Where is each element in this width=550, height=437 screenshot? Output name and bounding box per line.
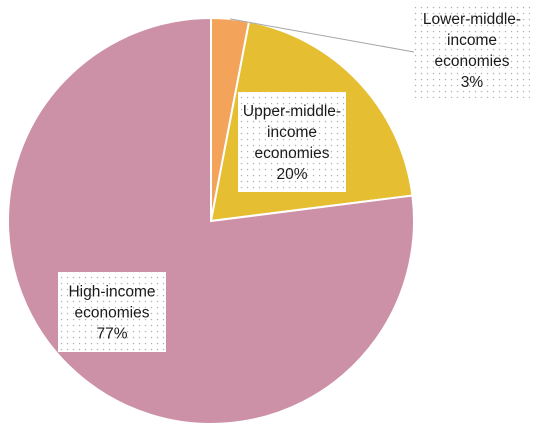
data-label-line: economies [75,305,150,322]
data-label-0: Lower-middle-income economies 3% [414,2,530,98]
leader-line [230,18,415,53]
pie-slices [7,16,415,425]
data-label-box [58,272,166,352]
data-label-line: Lower-middle- [423,11,521,28]
data-label-line: income [267,124,317,141]
data-label-line: High-income [68,284,155,301]
data-label-line: Upper-middle- [243,103,341,120]
data-label-line: 20% [276,166,307,183]
data-label-1: Upper-middle-income economies 20% [238,92,346,192]
data-label-line: income [447,32,497,49]
data-label-2: High-income economies 77% [58,272,166,352]
data-label-box [414,2,530,98]
data-label-box [238,92,346,192]
data-label-line: economies [435,53,510,70]
data-label-line: 3% [461,74,484,91]
data-label-line: economies [255,145,330,162]
data-label-line: 77% [96,326,127,343]
pie-labels: Lower-middle-income economies 3% Upper-midd… [58,2,530,352]
